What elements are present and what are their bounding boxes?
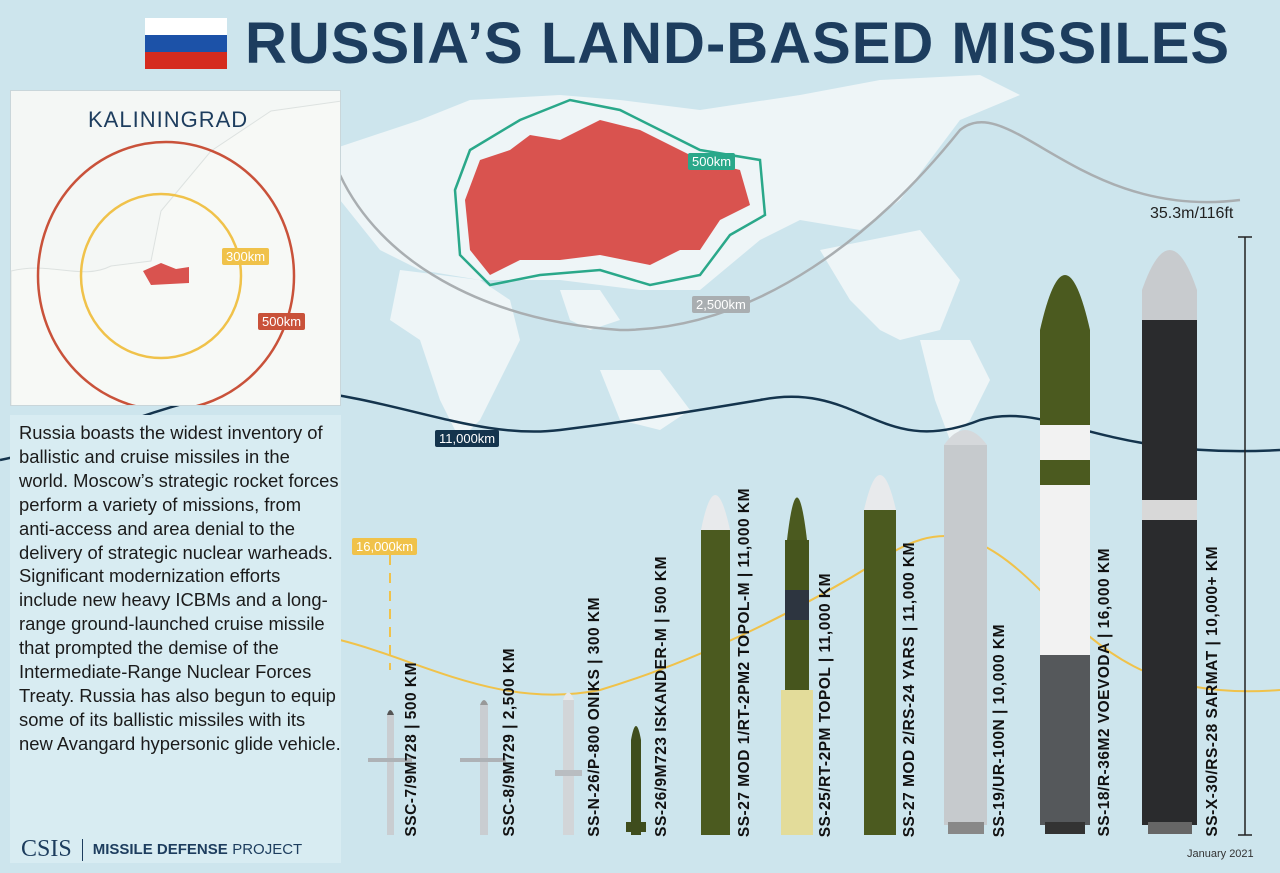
date-label: January 2021 xyxy=(1187,848,1254,860)
missile-label: SS-27 MOD 2/RS-24 YARS | 11,000 KM xyxy=(901,541,918,837)
map-range-label-2500km: 2,500km xyxy=(692,296,750,313)
range-2500km-line xyxy=(338,121,1241,332)
map-range-label-16000km: 16,000km xyxy=(352,538,418,555)
missile-ss-27-mod1 xyxy=(701,495,730,835)
missile-label: SS-25/RT-2PM TOPOL | 11,000 KM xyxy=(817,572,834,837)
logo-project-bold: MISSILE DEFENSE xyxy=(92,841,228,858)
logo-project: PROJECT xyxy=(232,841,303,858)
range-label-500km: 500km xyxy=(258,313,306,330)
missile-ss-27-mod2 xyxy=(864,475,896,835)
range-500km-ring xyxy=(453,98,767,287)
missile-ss-n-26 xyxy=(555,692,582,835)
missile-ssc-8 xyxy=(460,700,506,835)
continents xyxy=(330,75,1020,440)
missile-label: SS-18/R-36M2 VOEVODA | 16,000 KM xyxy=(1096,548,1113,837)
map-range-label-11000km: 11,000km xyxy=(435,430,500,447)
missile-ss-26 xyxy=(626,726,646,835)
missile-ss-18 xyxy=(1040,275,1090,834)
missile-label: SS-19/UR-100N | 10,000 KM xyxy=(991,623,1008,837)
description-text: Russia boasts the widest inventory of ba… xyxy=(19,422,341,754)
missile-label: SS-26/9M723 ISKANDER-M | 500 KM xyxy=(653,556,670,837)
missile-ss-25 xyxy=(781,497,813,835)
missile-label: SSC-8/9M729 | 2,500 KM xyxy=(501,648,518,837)
missile-label: SSC-7/9M728 | 500 KM xyxy=(403,662,420,837)
missile-label: SS-X-30/RS-28 SARMAT | 10,000+ KM xyxy=(1204,546,1221,837)
description-panel: Russia boasts the widest inventory of ba… xyxy=(10,415,341,863)
map-range-label-500km: 500km xyxy=(688,153,736,170)
height-label: 35.3m/116ft xyxy=(1150,205,1234,222)
range-500km-ring xyxy=(36,140,296,405)
missile-ss-19 xyxy=(944,430,987,834)
page-title: RUSSIA’S LAND-BASED MISSILES xyxy=(245,11,1231,76)
missile-label: SS-27 MOD 1/RT-2PM2 TOPOL-M | 11,000 KM xyxy=(736,487,753,837)
missile-ss-x-30 xyxy=(1142,250,1197,834)
csis-logo: CSIS MISSILE DEFENSE PROJECT xyxy=(21,836,302,863)
inset-title: KALININGRAD xyxy=(88,107,249,132)
kaliningrad-inset-map: KALININGRAD 300km 500km xyxy=(10,90,341,406)
range-16000km-line xyxy=(339,535,1280,696)
range-label-300km: 300km xyxy=(222,248,270,265)
range-300km-ring xyxy=(79,192,243,360)
logo-org: CSIS xyxy=(21,836,72,862)
missile-label: SS-N-26/P-800 ONIKS | 300 KM xyxy=(586,597,603,837)
kaliningrad-territory xyxy=(143,263,189,285)
missile-ssc-7 xyxy=(368,710,412,835)
russia-territory xyxy=(465,120,750,275)
russian-flag xyxy=(145,18,227,69)
